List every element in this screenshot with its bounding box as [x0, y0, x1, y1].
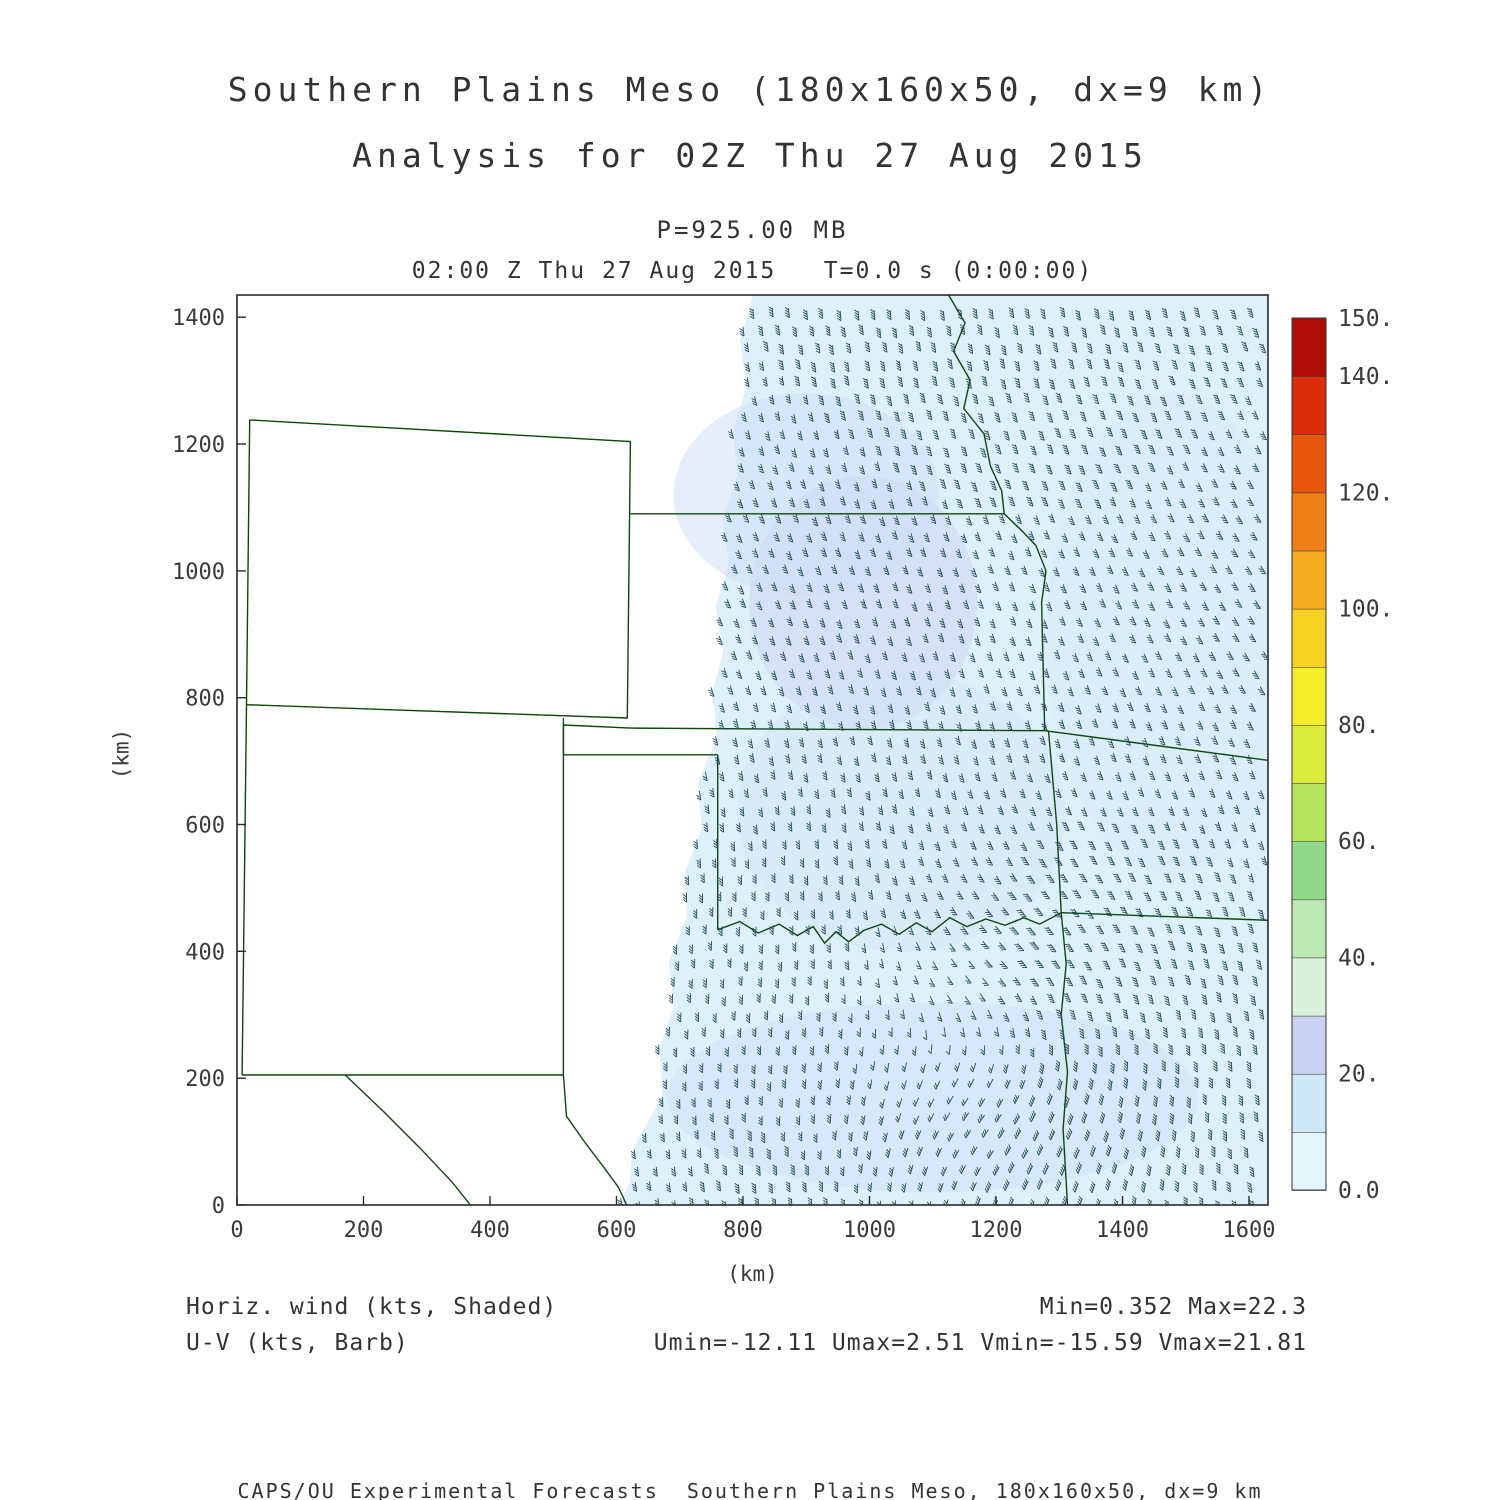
- colorbar-tick-label: 80.: [1338, 713, 1380, 739]
- state-border: [1044, 730, 1268, 762]
- y-tick-label: 1400: [172, 306, 225, 331]
- colorbar-tick-label: 100.: [1338, 597, 1393, 623]
- colorbar-cell: [1291, 1015, 1327, 1075]
- page-title: Southern Plains Meso (180x160x50, dx=9 k…: [227, 70, 1273, 109]
- y-tick-label: 800: [185, 687, 225, 712]
- x-tick-label: 1200: [970, 1218, 1023, 1243]
- colorbar-cell: [1291, 492, 1327, 552]
- shading-patch: [736, 672, 1066, 952]
- colorbar-cell: [1291, 782, 1327, 842]
- wind-barbs-layer: [617, 306, 1268, 1205]
- colorbar-tick-label: 60.: [1338, 829, 1380, 855]
- axes-layer: 0 200 400 600 800 1000 1200 1400 1600 0 200 400 600 8…: [172, 306, 1275, 1243]
- colorbar-tick-label: 20.: [1338, 1062, 1380, 1088]
- colorbar-cell: [1291, 666, 1327, 726]
- x-tick-label: 200: [344, 1218, 384, 1243]
- colorbar-cell: [1291, 550, 1327, 610]
- y-tick-label: 1200: [172, 433, 225, 458]
- plot-frame: [236, 294, 1269, 1206]
- colorbar-cell: [1291, 957, 1327, 1017]
- state-border: [1003, 513, 1047, 731]
- state-border: [1047, 730, 1062, 913]
- pressure-level-label: P=925.00 MB: [656, 216, 849, 244]
- barb-field-label: U-V (kts, Barb): [186, 1330, 409, 1356]
- colorbar-cell: [1291, 317, 1327, 377]
- x-tick-label: 600: [597, 1218, 637, 1243]
- y-tick-label: 0: [212, 1194, 225, 1219]
- field-minmax-label: Min=0.352 Max=22.3: [1039, 1294, 1307, 1320]
- state-border: [344, 1074, 471, 1205]
- colorbar-tick-label: 140.: [1338, 364, 1393, 390]
- state-border: [562, 1074, 628, 1205]
- x-tick-label: 800: [723, 1218, 763, 1243]
- x-tick-label: 1400: [1096, 1218, 1149, 1243]
- y-tick-label: 400: [185, 940, 225, 965]
- page-subtitle: Analysis for 02Z Thu 27 Aug 2015: [352, 136, 1148, 175]
- x-tick-label: 1000: [843, 1218, 896, 1243]
- colorbar-cell: [1291, 898, 1327, 959]
- colorbar: 0.0 20. 40. 60. 80. 100. 120. 140. 150.: [1291, 306, 1393, 1204]
- colorbar-tick-label: 120.: [1338, 480, 1393, 506]
- wind-barbs: [617, 306, 1268, 1205]
- colorbar-tick-label: 150.: [1338, 306, 1393, 332]
- y-tick-label: 200: [185, 1067, 225, 1092]
- shading-patch: [673, 393, 940, 597]
- footer-credit: CAPS/OU Experimental Forecasts Southern …: [237, 1479, 1263, 1500]
- shading-patch: [1046, 393, 1268, 876]
- colorbar-cell: [1291, 840, 1327, 901]
- y-tick-label: 1000: [172, 560, 225, 585]
- colorbar-tick-label: 0.0: [1338, 1178, 1380, 1204]
- colorbar-cell: [1291, 375, 1327, 436]
- colorbar-cell: [1291, 433, 1327, 494]
- uv-stats-label: Umin=-12.11 Umax=2.51 Vmin=-15.59 Vmax=2…: [653, 1330, 1307, 1356]
- shading-patch: [667, 1002, 1199, 1193]
- x-tick-label: 1600: [1223, 1218, 1276, 1243]
- state-border: [245, 419, 632, 719]
- state-border: [563, 724, 1045, 732]
- colorbar-cell: [1291, 1073, 1327, 1133]
- valid-time-label: 02:00 Z Thu 27 Aug 2015 T=0.0 s (0:00:00…: [411, 258, 1094, 284]
- shaded-field-label: Horiz. wind (kts, Shaded): [186, 1294, 558, 1320]
- y-tick-label: 600: [185, 814, 225, 839]
- colorbar-cell: [1291, 608, 1327, 668]
- state-borders-layer: [241, 295, 1268, 1205]
- state-border: [1061, 912, 1268, 921]
- x-axis-label: (km): [727, 1262, 778, 1286]
- colorbar-cell: [1291, 724, 1327, 784]
- x-tick-label: 0: [230, 1218, 243, 1243]
- state-border: [1060, 912, 1069, 1205]
- colorbar-tick-label: 40.: [1338, 946, 1380, 972]
- x-tick-label: 400: [470, 1218, 510, 1243]
- colorbar-outline: [1291, 317, 1327, 1191]
- state-border: [241, 704, 248, 1076]
- state-border: [717, 912, 1062, 945]
- colorbar-cell: [1291, 1131, 1327, 1191]
